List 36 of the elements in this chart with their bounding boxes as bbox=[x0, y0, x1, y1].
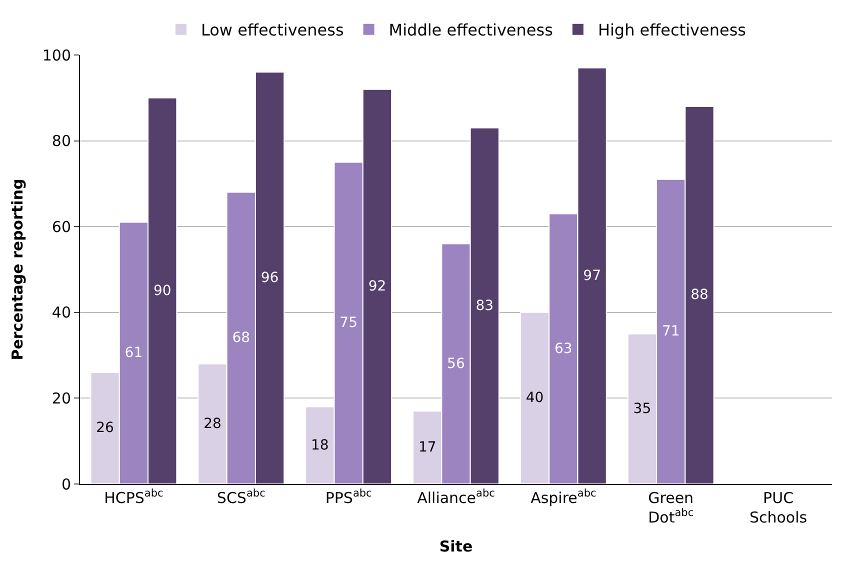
x-tick-label: PUC Schools bbox=[749, 489, 808, 526]
y-tick-label: 40 bbox=[52, 304, 71, 322]
y-tick-label: 20 bbox=[52, 389, 71, 408]
x-tick-label: Aspire$^{abc}$ bbox=[530, 488, 597, 507]
data-label: 63 bbox=[554, 340, 572, 357]
legend-label: Low effectiveness bbox=[201, 20, 344, 40]
data-label: 61 bbox=[124, 345, 143, 362]
data-label: 28 bbox=[204, 416, 222, 432]
x-tick-label: PPS$^{abc}$ bbox=[325, 488, 372, 507]
y-tick-label: 80 bbox=[52, 132, 71, 150]
data-label: 92 bbox=[368, 278, 386, 295]
data-label: 56 bbox=[447, 356, 465, 372]
data-label: 83 bbox=[476, 298, 494, 314]
data-label: 97 bbox=[583, 268, 601, 284]
x-tick-label: Alliance$^{abc}$ bbox=[417, 488, 496, 507]
data-label: 71 bbox=[662, 324, 680, 340]
data-label: 26 bbox=[96, 420, 114, 436]
x-axis-title: Site bbox=[439, 538, 473, 556]
legend-label: Middle effectiveness bbox=[388, 20, 553, 40]
legend-label: High effectiveness bbox=[598, 20, 746, 40]
data-label: 68 bbox=[232, 330, 250, 346]
y-tick-label: 100 bbox=[42, 46, 71, 64]
x-tick-label: Green Dot$^{abc}$ bbox=[648, 489, 694, 526]
x-tick-label: HCPS$^{abc}$ bbox=[104, 488, 164, 507]
data-label: 96 bbox=[260, 270, 279, 286]
data-label: 90 bbox=[153, 282, 172, 299]
data-label: 17 bbox=[418, 440, 436, 456]
y-tick-label: 60 bbox=[52, 218, 71, 236]
data-label: 40 bbox=[526, 390, 544, 406]
data-label: 35 bbox=[633, 400, 652, 417]
x-tick-label: SCS$^{abc}$ bbox=[216, 488, 266, 507]
data-label: 18 bbox=[311, 437, 329, 454]
y-tick-label: 0 bbox=[61, 475, 71, 494]
y-axis-title: Percentage reporting bbox=[8, 178, 27, 360]
data-label: 88 bbox=[690, 287, 708, 304]
data-label: 75 bbox=[340, 315, 358, 332]
